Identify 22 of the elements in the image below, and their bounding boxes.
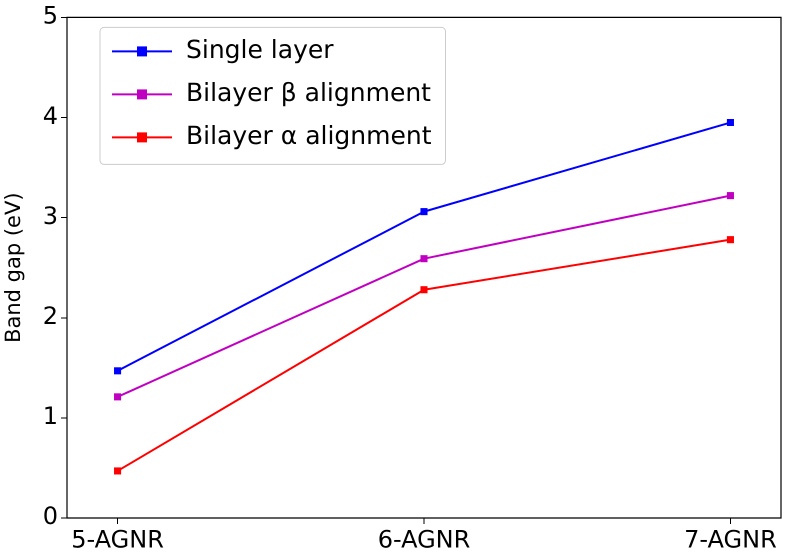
point <box>726 236 734 244</box>
legend-label: Single layer <box>186 34 334 64</box>
point <box>114 367 122 374</box>
y-axis-title: Band gap (eV) <box>1 192 26 343</box>
legend-label: Bilayer β alignment <box>186 78 432 107</box>
y-tick-label: 2 <box>42 302 58 330</box>
x-tick-label: 6-AGNR <box>378 526 470 554</box>
y-tick-label: 0 <box>42 502 58 530</box>
point <box>114 393 122 400</box>
y-tick-label: 3 <box>42 202 58 230</box>
y-tick-label: 1 <box>42 402 58 430</box>
point <box>420 286 428 294</box>
point <box>420 208 428 216</box>
legend-label: Bilayer α alignment <box>186 120 432 150</box>
x-tick-label: 5-AGNR <box>71 526 164 554</box>
y-tick-label: 4 <box>42 102 58 130</box>
x-tick-label: 7-AGNR <box>684 526 777 554</box>
y-tick-label: 5 <box>42 2 58 30</box>
point <box>726 118 734 126</box>
point <box>420 255 428 262</box>
point <box>726 192 734 200</box>
point <box>114 467 122 474</box>
